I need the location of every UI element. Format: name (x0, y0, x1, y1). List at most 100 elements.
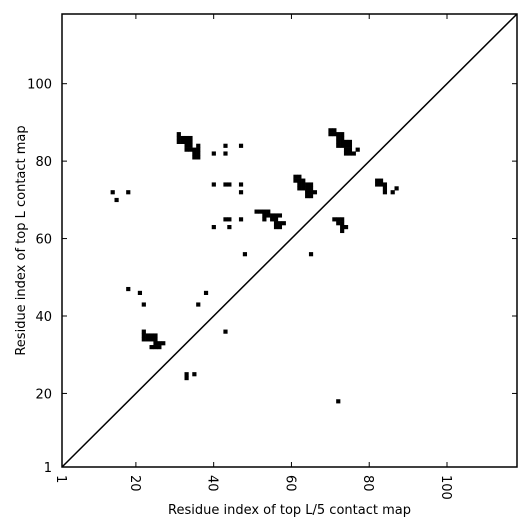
contact-cell (184, 139, 189, 144)
contact-cell (188, 147, 193, 152)
contact-cell (336, 135, 341, 141)
contact-cell (277, 225, 283, 230)
contact-cell (153, 333, 158, 338)
contact-cell (297, 174, 302, 179)
contact-cell (293, 178, 298, 183)
contact-cell (340, 217, 345, 222)
contact-cell (196, 143, 201, 148)
contact-cells (110, 128, 399, 404)
contact-cell (336, 399, 341, 404)
x-tick-label: 1 (53, 475, 68, 483)
y-tick-label: 100 (27, 78, 52, 93)
contact-cell (145, 337, 150, 342)
contact-cell (238, 143, 244, 148)
contact-cell (192, 155, 197, 160)
contact-cell (141, 329, 146, 334)
contact-cell (328, 128, 333, 133)
contact-cell (301, 178, 306, 183)
contact-cell (258, 209, 263, 214)
contact-cell (141, 333, 146, 338)
contact-cell (308, 182, 314, 187)
contact-cell (340, 139, 345, 144)
contact-cell (262, 217, 267, 222)
contact-cell (375, 182, 380, 187)
contact-cell (305, 194, 310, 199)
contact-cell (378, 182, 384, 187)
contact-cell (211, 225, 216, 230)
contact-cell (382, 182, 388, 187)
contact-cell (328, 132, 333, 137)
diagonal-line (61, 13, 518, 468)
contact-cell (223, 217, 228, 222)
contact-cell (308, 194, 314, 199)
x-tick-label: 20 (127, 475, 142, 492)
contact-cell (308, 252, 314, 257)
contact-cell (188, 143, 193, 148)
contact-cell (293, 174, 298, 179)
x-tick-label: 60 (282, 475, 297, 492)
contact-cell (273, 225, 279, 230)
contact-cell (141, 302, 146, 307)
contact-cell (110, 190, 115, 195)
y-tick-label: 1 (44, 461, 52, 476)
contact-cell (153, 341, 158, 346)
contact-cell (336, 132, 341, 137)
y-axis-label: Residue index of top L contact map (14, 125, 29, 355)
contact-cell (394, 186, 399, 191)
x-axis-label: Residue index of top L/5 contact map (168, 503, 411, 518)
contact-cell (262, 209, 267, 214)
y-tick-label: 40 (35, 310, 52, 325)
contact-cell (347, 147, 353, 152)
contact-cell (336, 217, 341, 222)
contact-cell (157, 345, 162, 350)
contact-cell (332, 128, 337, 133)
contact-cell (347, 151, 353, 156)
contact-cell (270, 217, 275, 222)
contact-cell (141, 337, 146, 342)
contact-cell (378, 178, 384, 183)
contact-cell (126, 190, 131, 195)
contact-cell (301, 186, 306, 191)
contact-cell (332, 217, 337, 222)
contact-cell (273, 221, 279, 226)
x-tick-label: 80 (360, 475, 375, 492)
contact-cell (180, 139, 185, 144)
contact-cell (145, 333, 150, 338)
contact-cell (305, 190, 310, 195)
contact-cell (270, 213, 275, 218)
contact-cell (340, 228, 345, 234)
contact-cell (184, 143, 189, 148)
contact-cell (273, 213, 279, 218)
contact-cell (305, 182, 310, 187)
contact-cell (308, 186, 314, 191)
contact-cell (266, 213, 271, 218)
plot-frame (61, 13, 518, 468)
contact-cell (273, 217, 279, 222)
contact-cell (192, 151, 197, 156)
contact-cell (382, 190, 388, 195)
contact-cell (336, 221, 341, 226)
contact-cell (343, 225, 349, 230)
contact-cell (242, 252, 248, 257)
contact-cell (390, 190, 395, 195)
contact-cell (153, 345, 158, 350)
contact-cell (176, 135, 181, 141)
contact-cell (180, 135, 185, 141)
contact-cell (126, 286, 131, 292)
contact-cell (340, 143, 345, 148)
contact-cell (238, 217, 244, 222)
contact-cell (114, 197, 119, 203)
contact-cell (312, 190, 318, 195)
contact-cell (211, 182, 216, 187)
y-tick-label: 20 (35, 387, 52, 402)
contact-cell (277, 213, 283, 218)
contact-cell (149, 345, 154, 350)
contact-cell (355, 147, 360, 152)
x-tick-label: 40 (205, 475, 220, 492)
contact-cell (308, 190, 314, 195)
contact-cell (340, 221, 345, 226)
contact-cell (281, 221, 286, 226)
contact-cell (223, 182, 228, 187)
contact-cell (301, 182, 306, 187)
contact-cell (161, 341, 166, 346)
